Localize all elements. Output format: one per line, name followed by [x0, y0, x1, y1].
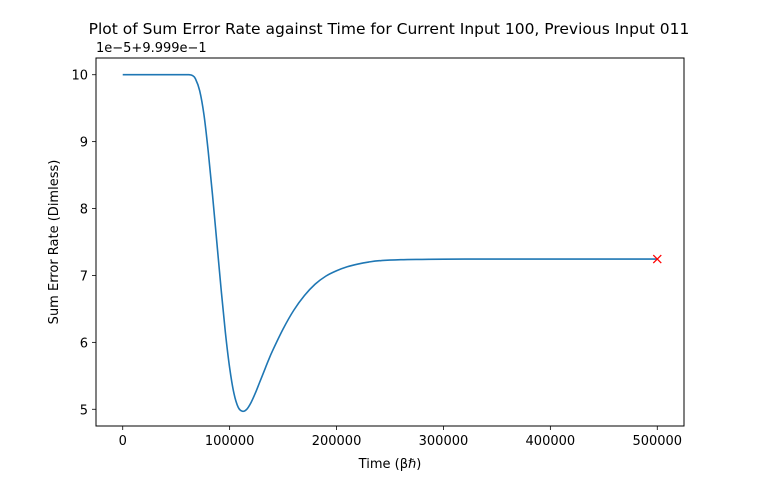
- x-tick-label: 100000: [205, 434, 255, 449]
- series-line: [122, 73, 658, 413]
- chart-title: Plot of Sum Error Rate against Time for …: [89, 20, 690, 38]
- y-axis-offset-text: 1e−5+9.999e−1: [96, 41, 207, 56]
- y-tick-label: 7: [80, 269, 88, 284]
- x-tick-label: 400000: [526, 434, 576, 449]
- y-tick-label: 8: [80, 203, 88, 218]
- y-tick-label: 6: [80, 336, 88, 351]
- x-tick-label: 0: [119, 434, 127, 449]
- end-marker-stroke: [652, 254, 662, 264]
- plot-frame: [95, 57, 685, 427]
- y-tick-label: 9: [80, 136, 88, 151]
- x-tick-label: 300000: [419, 434, 469, 449]
- axis-ticks: 0 100000 200000 300000 400000 500000 5 6 7 8 9 10: [71, 69, 682, 449]
- y-tick-label: 10: [71, 69, 88, 84]
- y-axis-label: Sum Error Rate (Dimless): [47, 160, 62, 325]
- x-tick-label: 200000: [312, 434, 362, 449]
- y-tick-label: 5: [80, 403, 88, 418]
- x-axis-label: Time (βℏ): [358, 457, 422, 472]
- end-marker: [652, 254, 662, 264]
- x-tick-label: 500000: [632, 434, 682, 449]
